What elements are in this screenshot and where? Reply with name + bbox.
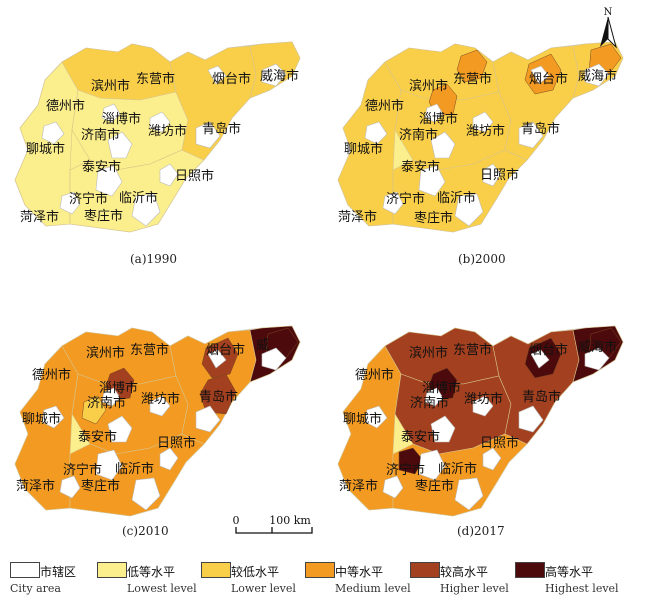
city-area-region: [418, 165, 446, 197]
city-area-region: [364, 405, 388, 429]
city-area-region: [59, 191, 81, 215]
legend-swatch: [201, 562, 231, 578]
city-area-region: [472, 111, 494, 133]
city-area-region: [41, 405, 65, 429]
legend-label: 较低水平: [231, 565, 280, 579]
region-hotspot-dongying: [456, 49, 488, 83]
city-area-region: [261, 347, 287, 371]
legend-label: 高等水平: [545, 565, 594, 579]
legend-label-en: City area: [10, 582, 61, 595]
legend-swatch: [10, 562, 40, 578]
legend-label-en: Higher level: [440, 582, 509, 595]
legend-swatch: [305, 562, 335, 578]
city-area-region: [482, 163, 502, 187]
city-area-region: [195, 121, 221, 149]
city-area-region: [261, 63, 287, 87]
city-area-region: [418, 449, 446, 481]
legend-swatch: [515, 562, 545, 578]
legend-swatch: [410, 562, 440, 578]
city-area-region: [101, 387, 121, 407]
city-area-region: [424, 387, 444, 407]
city-area-region: [430, 415, 456, 443]
map-svg: [337, 41, 624, 233]
city-area-region: [207, 349, 227, 369]
north-label: N: [604, 7, 613, 18]
legend-label: 低等水平: [127, 565, 176, 579]
city-area-region: [41, 121, 65, 145]
city-area-region: [159, 447, 179, 471]
legend-label: 中等水平: [335, 565, 384, 579]
map-svg: [14, 41, 301, 233]
city-area-region: [518, 405, 544, 433]
legend-label-en: Lowest level: [127, 582, 197, 595]
map-panel-2010: 滨州市 东营市 烟台市 威 德州市 淄博市 潍坊市 青岛市 济南市 聊城市 泰安…: [0, 284, 310, 538]
scale-zero: 0: [233, 514, 240, 527]
city-area-region: [149, 111, 171, 133]
region-hotspot-qingdao: [199, 373, 237, 415]
city-area-region: [95, 165, 123, 197]
city-area-region: [454, 193, 484, 227]
city-area-region: [430, 131, 456, 159]
city-area-region: [382, 475, 404, 499]
city-area-region: [382, 191, 404, 215]
region-hotspot-jining: [398, 447, 424, 475]
city-area-region: [107, 415, 133, 443]
panel-caption: (d)2017: [457, 524, 505, 538]
panel-caption: (c)2010: [122, 524, 169, 538]
city-area-region: [207, 65, 227, 85]
scale-bar: 0 100 km: [230, 513, 320, 537]
legend-label: 较高水平: [440, 565, 489, 579]
city-area-region: [101, 103, 121, 123]
legend-label-en: Medium level: [335, 582, 411, 595]
map-panel-2000: 滨州市 东营市 烟台市 威海市 德州市 淄博市 潍坊市 青岛市 济南市 聊城市 …: [323, 0, 633, 266]
north-arrow-icon: N: [595, 5, 621, 49]
legend: 市辖区 City area 低等水平 Lowest level 较低水平 Low…: [0, 558, 645, 603]
panel-caption: (a)1990: [130, 252, 178, 266]
city-area-region: [131, 193, 161, 227]
map-svg: [337, 325, 624, 517]
legend-label: 市辖区: [40, 565, 77, 579]
city-area-region: [584, 347, 610, 371]
map-panel-2017: 滨州市 东营市 烟台市 威海市 德州市 淄博市 潍坊市 青岛市 济南市 聊城市 …: [323, 284, 633, 538]
city-area-region: [159, 163, 179, 187]
map-panel-1990: 滨州市 东营市 烟台市 威海市 德州市 淄博市 潍坊市 青岛市 济南市 聊城市 …: [0, 0, 310, 266]
region-east: [169, 45, 257, 161]
city-area-region: [518, 121, 544, 149]
city-area-region: [584, 63, 610, 87]
scale-distance: 100 km: [269, 514, 311, 527]
city-area-region: [107, 131, 133, 159]
city-area-region: [131, 477, 161, 511]
city-area-region: [424, 103, 444, 123]
legend-swatch: [97, 562, 127, 578]
region-hotspot-jinan: [81, 395, 107, 425]
city-area-region: [454, 477, 484, 511]
city-area-region: [195, 405, 221, 433]
legend-label-en: Lower level: [231, 582, 296, 595]
panel-caption: (b)2000: [458, 252, 506, 266]
city-area-region: [530, 349, 550, 369]
city-area-region: [530, 65, 550, 85]
city-area-region: [482, 447, 502, 471]
city-area-region: [364, 121, 388, 145]
city-area-region: [95, 449, 123, 481]
city-area-region: [472, 395, 494, 417]
legend-label-en: Highest level: [545, 582, 619, 595]
city-area-region: [149, 395, 171, 417]
city-area-region: [59, 475, 81, 499]
map-svg: [14, 325, 301, 517]
